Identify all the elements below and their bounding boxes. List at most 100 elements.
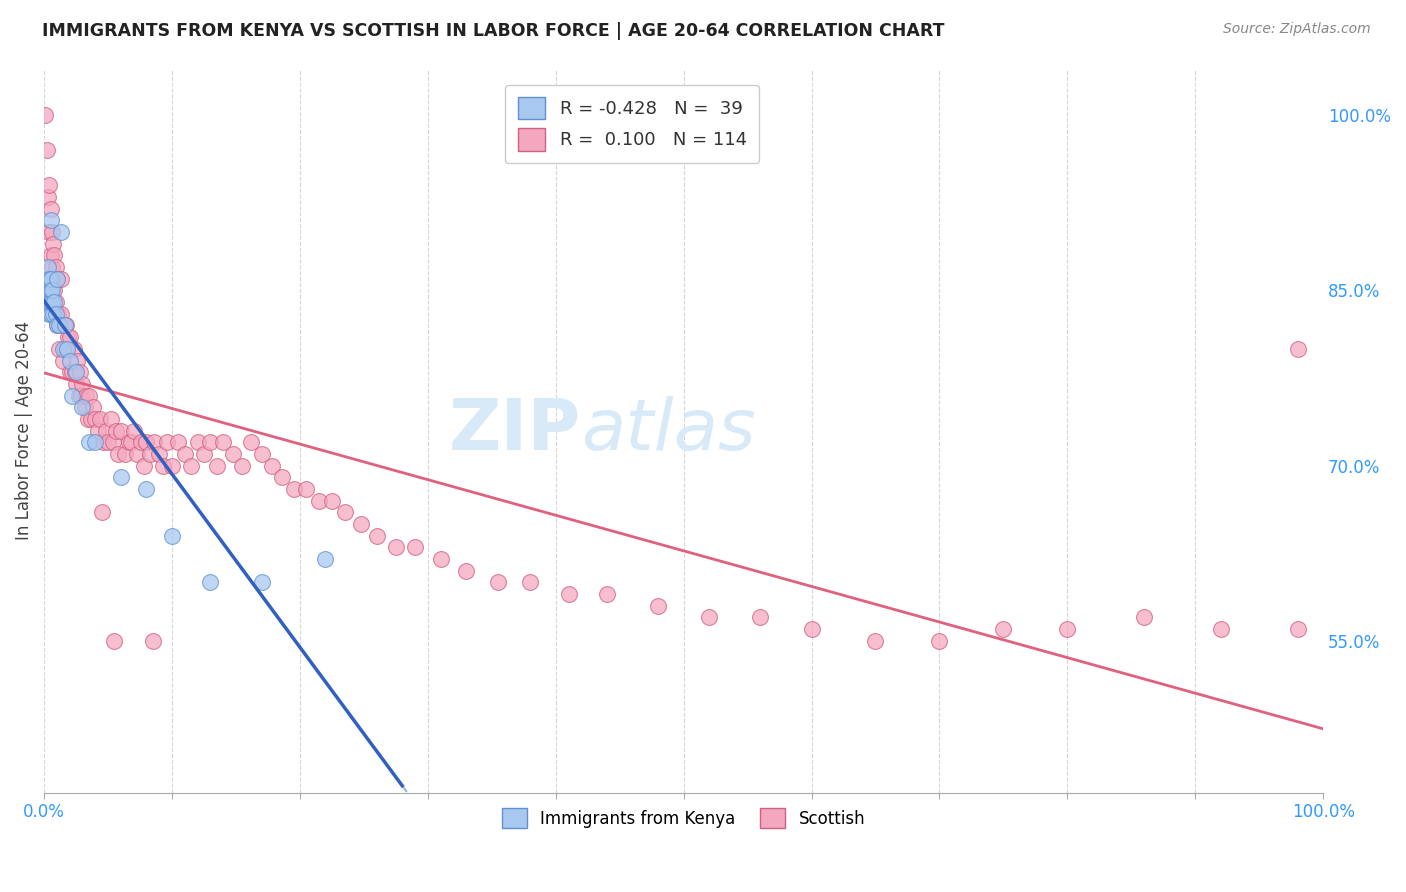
Point — [135, 482, 157, 496]
Point — [45, 318, 67, 333]
Point — [69, 365, 91, 379]
Point — [44, 248, 66, 262]
Point — [114, 447, 136, 461]
Point — [60, 388, 83, 402]
Point — [193, 447, 215, 461]
Point — [160, 458, 183, 473]
Point — [596, 587, 619, 601]
Point — [800, 622, 823, 636]
Point — [295, 482, 318, 496]
Text: Source: ZipAtlas.com: Source: ZipAtlas.com — [1223, 22, 1371, 37]
Point — [35, 284, 58, 298]
Point — [647, 599, 669, 613]
Point — [53, 342, 76, 356]
Point — [187, 435, 209, 450]
Point — [82, 401, 104, 415]
Point — [72, 401, 94, 415]
Point — [749, 610, 772, 624]
Point — [132, 458, 155, 473]
Point — [385, 541, 408, 555]
Point — [39, 248, 62, 262]
Point — [87, 424, 110, 438]
Point — [45, 318, 67, 333]
Point — [37, 260, 59, 274]
Point — [222, 447, 245, 461]
Point — [44, 284, 66, 298]
Point — [139, 447, 162, 461]
Point — [66, 353, 89, 368]
Point — [62, 342, 84, 356]
Point — [59, 330, 82, 344]
Point — [135, 435, 157, 450]
Point — [65, 365, 87, 379]
Point — [49, 272, 72, 286]
Point — [59, 365, 82, 379]
Point — [52, 353, 75, 368]
Point — [58, 330, 80, 344]
Point — [557, 587, 579, 601]
Legend: Immigrants from Kenya, Scottish: Immigrants from Kenya, Scottish — [495, 801, 872, 835]
Point — [34, 108, 56, 122]
Point — [53, 318, 76, 333]
Point — [45, 307, 67, 321]
Point — [1286, 622, 1309, 636]
Point — [77, 435, 100, 450]
Point — [39, 202, 62, 216]
Point — [56, 342, 79, 356]
Point — [72, 376, 94, 391]
Point — [1056, 622, 1078, 636]
Y-axis label: In Labor Force | Age 20-64: In Labor Force | Age 20-64 — [15, 321, 32, 541]
Point — [38, 272, 60, 286]
Point — [366, 529, 388, 543]
Point — [70, 388, 93, 402]
Point — [122, 424, 145, 438]
Point — [104, 424, 127, 438]
Point — [250, 575, 273, 590]
Text: atlas: atlas — [581, 396, 756, 465]
Point — [75, 388, 97, 402]
Point — [37, 284, 59, 298]
Point — [41, 225, 63, 239]
Point — [283, 482, 305, 496]
Point — [231, 458, 253, 473]
Point — [46, 307, 69, 321]
Point — [39, 272, 62, 286]
Point — [73, 401, 96, 415]
Point — [200, 435, 222, 450]
Point — [52, 318, 75, 333]
Point — [89, 412, 111, 426]
Point — [37, 190, 59, 204]
Point — [49, 307, 72, 321]
Point — [315, 552, 337, 566]
Point — [44, 295, 66, 310]
Point — [76, 412, 98, 426]
Point — [38, 307, 60, 321]
Point — [51, 318, 73, 333]
Point — [38, 295, 60, 310]
Point — [120, 435, 142, 450]
Point — [45, 260, 67, 274]
Point — [429, 552, 451, 566]
Point — [1286, 342, 1309, 356]
Point — [84, 412, 107, 426]
Point — [350, 516, 373, 531]
Point — [38, 178, 60, 193]
Point — [45, 295, 67, 310]
Point — [103, 633, 125, 648]
Point — [60, 365, 83, 379]
Point — [928, 633, 950, 648]
Point — [200, 575, 222, 590]
Point — [308, 493, 330, 508]
Point — [67, 388, 90, 402]
Point — [456, 564, 478, 578]
Point — [63, 365, 86, 379]
Point — [49, 225, 72, 239]
Point — [100, 412, 122, 426]
Point — [271, 470, 294, 484]
Point — [39, 284, 62, 298]
Point — [37, 272, 59, 286]
Point — [39, 213, 62, 227]
Point — [260, 458, 283, 473]
Point — [35, 143, 58, 157]
Point — [333, 505, 356, 519]
